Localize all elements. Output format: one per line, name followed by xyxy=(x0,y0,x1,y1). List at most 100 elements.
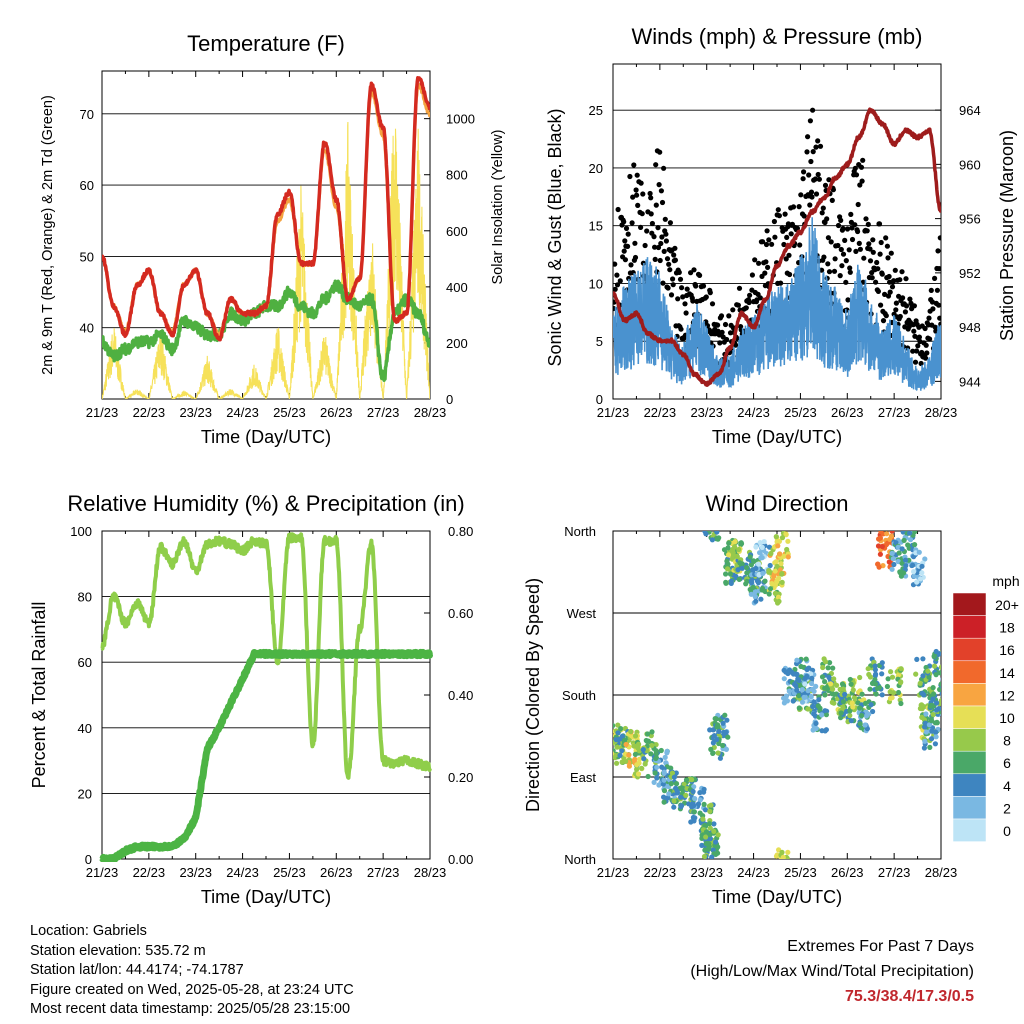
gust-point xyxy=(936,266,941,272)
direction-xlabel: Time (Day/UTC) xyxy=(712,887,842,907)
direction-point xyxy=(708,802,714,808)
legend-label: 6 xyxy=(1003,755,1011,771)
direction-point xyxy=(785,538,791,544)
direction-point xyxy=(879,671,885,677)
legend-title: mph xyxy=(992,573,1019,589)
gust-point xyxy=(828,239,834,245)
direction-point xyxy=(784,855,790,859)
direction-point xyxy=(652,770,658,776)
gust-point xyxy=(765,264,771,270)
humidity-y2tick-label: 0.80 xyxy=(448,524,473,539)
gust-point xyxy=(691,267,697,273)
legend-swatch xyxy=(952,683,987,707)
gust-point xyxy=(816,176,823,182)
gust-point xyxy=(809,194,815,200)
direction-point xyxy=(863,713,870,719)
gust-point xyxy=(893,300,900,306)
direction-point xyxy=(744,565,750,571)
direction-point xyxy=(880,563,886,569)
direction-point xyxy=(847,712,853,719)
gust-point xyxy=(726,313,732,319)
direction-point xyxy=(724,566,731,572)
gust-point xyxy=(614,282,621,288)
direction-point xyxy=(613,723,616,729)
gust-point xyxy=(651,234,657,240)
direction-point xyxy=(874,685,881,692)
direction-point xyxy=(615,722,621,728)
direction-point xyxy=(926,674,932,680)
humidity-ytick-label: 0 xyxy=(85,852,92,867)
gust-point xyxy=(628,262,634,268)
direction-point xyxy=(928,716,934,722)
direction-point xyxy=(758,596,764,602)
recent-text: Most recent data timestamp: 2025/05/28 2… xyxy=(30,1001,351,1018)
temperature-ytick-label: 60 xyxy=(80,178,94,193)
gust-point xyxy=(865,221,871,227)
direction-point xyxy=(809,680,815,687)
direction-point xyxy=(872,663,878,669)
winds-xtick-label: 27/23 xyxy=(878,405,911,420)
direction-point xyxy=(709,537,716,543)
gust-point xyxy=(760,239,766,245)
gust-point xyxy=(625,243,631,249)
gust-point xyxy=(924,350,930,356)
direction-point xyxy=(889,531,895,534)
gust-point xyxy=(849,236,856,243)
gust-point xyxy=(746,299,752,306)
gust-point xyxy=(667,267,673,273)
direction-point xyxy=(691,809,698,815)
gust-point xyxy=(815,171,821,178)
direction-point xyxy=(840,686,846,692)
direction-point xyxy=(662,754,668,761)
elevation-text: Station elevation: 535.72 m xyxy=(30,942,206,959)
direction-point xyxy=(671,798,677,804)
direction-point xyxy=(784,546,790,553)
gust-point xyxy=(653,202,659,208)
gust-point xyxy=(858,164,865,170)
direction-point xyxy=(640,747,646,753)
direction-point xyxy=(872,677,878,683)
direction-point xyxy=(775,543,781,549)
direction-point xyxy=(641,756,647,762)
gust-point xyxy=(790,204,797,210)
direction-point xyxy=(939,691,941,696)
gust-point xyxy=(642,242,648,249)
gust-point xyxy=(659,234,665,240)
gust-point xyxy=(867,246,873,252)
gust-point xyxy=(889,284,896,290)
direction-point xyxy=(895,689,902,696)
gust-point xyxy=(884,243,891,249)
direction-point xyxy=(701,853,708,859)
gust-point xyxy=(897,277,903,283)
gust-point xyxy=(801,169,807,175)
gust-point xyxy=(657,149,663,155)
direction-point xyxy=(744,578,750,584)
direction-point xyxy=(813,725,819,732)
gust-point xyxy=(826,269,833,275)
direction-point xyxy=(759,544,765,551)
direction-point xyxy=(739,565,745,571)
gust-point xyxy=(916,334,923,340)
direction-point xyxy=(768,550,774,557)
gust-point xyxy=(769,241,775,247)
direction-point xyxy=(779,849,785,856)
gust-point xyxy=(730,307,736,313)
direction-point xyxy=(923,729,930,735)
humidity-ylabel: Percent & Total Rainfall xyxy=(29,602,49,789)
winds-xtick-label: 21/23 xyxy=(597,405,630,420)
direction-point xyxy=(930,685,936,691)
direction-point xyxy=(692,796,698,802)
winds-plot xyxy=(613,107,941,392)
direction-point xyxy=(937,686,941,693)
direction-point xyxy=(762,588,768,595)
gust-point xyxy=(613,261,618,267)
winds-y2tick-label: 952 xyxy=(959,266,981,281)
direction-point xyxy=(879,692,885,698)
gust-point xyxy=(776,213,783,219)
direction-point xyxy=(923,711,929,717)
direction-point xyxy=(678,794,684,800)
direction-point xyxy=(790,698,796,704)
winds-y2label: Station Pressure (Maroon) xyxy=(997,130,1017,341)
winds-y2tick-label: 960 xyxy=(959,157,981,172)
direction-point xyxy=(794,671,800,678)
